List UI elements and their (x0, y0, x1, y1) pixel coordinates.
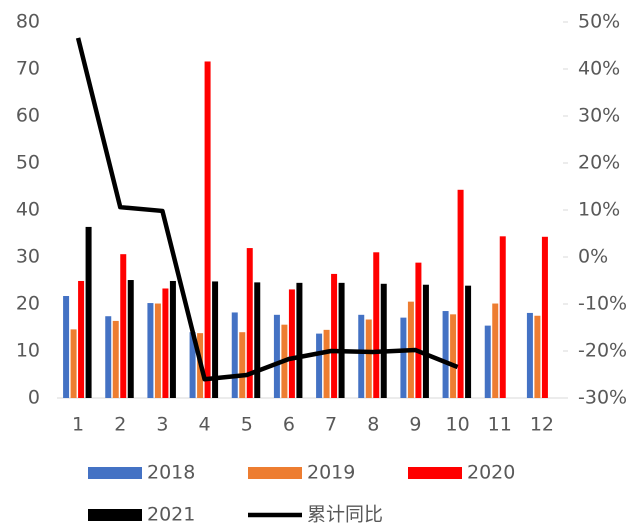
x-tick-label: 7 (325, 414, 337, 436)
y-tick-label: 40 (16, 199, 40, 221)
bar (70, 329, 77, 398)
bar (154, 303, 161, 398)
x-tick-label: 2 (114, 414, 126, 436)
bar (442, 311, 449, 398)
x-tick-label: 8 (367, 414, 379, 436)
bar (296, 282, 303, 398)
y2-tick-label: -20% (578, 340, 627, 362)
y-tick-label: 70 (16, 58, 40, 80)
bar (85, 226, 92, 398)
y2-tick-label: 40% (578, 58, 620, 80)
legend-label: 2019 (307, 462, 355, 484)
y2-tick-label: -10% (578, 293, 627, 315)
y2-tick-label: -30% (578, 387, 627, 409)
bar (316, 333, 323, 398)
y2-tick-label: 50% (578, 11, 620, 33)
x-tick-label: 9 (409, 414, 421, 436)
y2-tick-label: 20% (578, 152, 620, 174)
bar (105, 316, 112, 398)
x-tick-label: 6 (283, 414, 295, 436)
bar (273, 314, 280, 398)
bar (534, 315, 541, 398)
bar (338, 282, 345, 398)
legend-swatch (248, 467, 302, 479)
bar (400, 317, 407, 398)
y-tick-label: 50 (16, 152, 40, 174)
x-tick-label: 4 (199, 414, 211, 436)
bar (78, 280, 85, 398)
y-tick-label: 0 (28, 387, 40, 409)
y2-tick-label: 0% (578, 246, 608, 268)
bar (112, 320, 119, 398)
x-tick-label: 5 (241, 414, 253, 436)
bar (373, 252, 380, 398)
bar (212, 281, 219, 398)
legend-swatch (88, 509, 142, 521)
bar (239, 332, 246, 398)
y-tick-label: 80 (16, 11, 40, 33)
bar (189, 332, 196, 398)
x-tick-label: 11 (488, 414, 512, 436)
bar (204, 61, 211, 398)
bar (380, 283, 387, 398)
x-tick-label: 3 (156, 414, 168, 436)
bar (484, 325, 491, 398)
bar (147, 303, 154, 398)
y2-tick-label: 10% (578, 199, 620, 221)
bar (254, 282, 261, 398)
bar (323, 329, 330, 398)
bar (231, 312, 238, 398)
bar (162, 288, 169, 398)
bar (465, 285, 472, 398)
legend-label: 2020 (467, 462, 515, 484)
y-tick-label: 30 (16, 246, 40, 268)
bar (492, 303, 499, 398)
legend-label: 2021 (147, 504, 195, 526)
legend-label: 2018 (147, 462, 195, 484)
bar (127, 280, 134, 398)
bar (415, 262, 422, 398)
bar (63, 296, 70, 398)
bar (457, 189, 464, 398)
bar (499, 236, 506, 398)
bar (422, 284, 429, 398)
x-tick-label: 1 (72, 414, 84, 436)
bar (541, 236, 548, 398)
bar (120, 254, 127, 398)
y-tick-label: 60 (16, 105, 40, 127)
bar (169, 280, 176, 398)
bar (450, 314, 457, 398)
y-tick-label: 20 (16, 293, 40, 315)
legend-label: 累计同比 (307, 504, 383, 526)
legend-swatch (408, 467, 462, 479)
bar (288, 289, 295, 398)
y2-tick-label: 30% (578, 105, 620, 127)
bar (526, 312, 533, 398)
bar (365, 319, 372, 398)
legend-swatch (88, 467, 142, 479)
x-tick-label: 12 (530, 414, 554, 436)
line (75, 37, 459, 382)
bar (246, 248, 253, 398)
bar (358, 314, 365, 398)
bar (331, 273, 338, 398)
y-tick-label: 10 (16, 340, 40, 362)
x-tick-label: 10 (445, 414, 469, 436)
